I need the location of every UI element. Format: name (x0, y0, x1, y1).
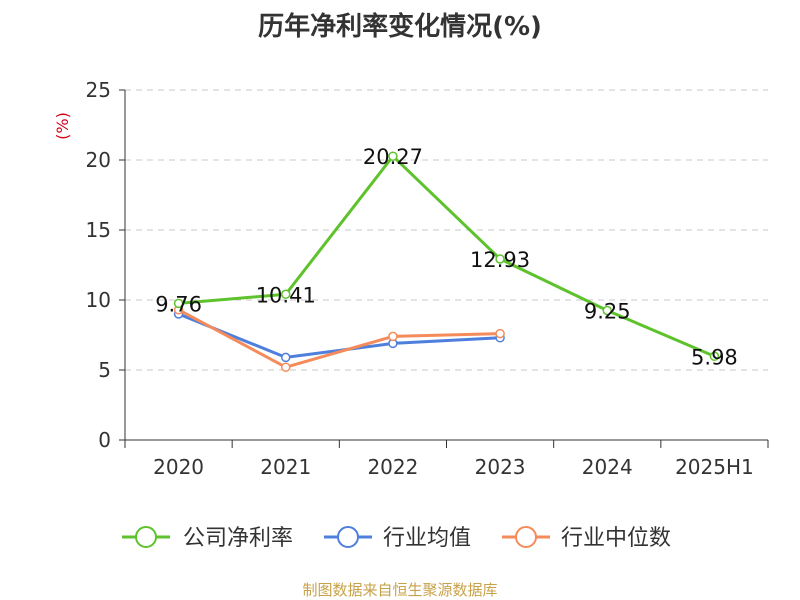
legend-item: 行业均值 (324, 526, 471, 551)
x-tick-label: 2022 (367, 455, 418, 479)
x-tick-label: 2023 (475, 455, 526, 479)
data-point (709, 351, 720, 362)
legend-item: 公司净利率 (122, 526, 293, 551)
data-point (495, 254, 505, 264)
x-tick-label: 2025H1 (675, 455, 754, 479)
legend-marker (515, 526, 537, 548)
data-label: 10.41 (256, 283, 316, 307)
axis-layer: 0 5 10 15 20 25 (%) 2020 2021 2022 2023 2024 2025H1 (53, 78, 769, 479)
data-label: 9.25 (584, 300, 631, 324)
legend-marker (135, 526, 157, 548)
y-tick-label: 5 (98, 358, 111, 382)
x-tick-label: 2024 (582, 455, 633, 479)
y-tick-label: 25 (86, 78, 111, 102)
legend: 公司净利率 行业均值 行业中位数 (122, 526, 671, 551)
legend-label: 公司净利率 (183, 526, 293, 551)
y-axis-label: (%) (53, 112, 72, 140)
data-point (602, 305, 612, 316)
legend-label: 行业中位数 (561, 526, 671, 551)
label-layer: 9.76 10.41 20.27 12.93 9.25 5.98 (155, 145, 738, 369)
series-line (178, 154, 716, 358)
data-label: 12.93 (470, 248, 530, 272)
data-point (281, 289, 291, 300)
data-point (388, 151, 398, 161)
y-tick-label: 0 (98, 428, 111, 452)
series-layer (173, 151, 720, 372)
grid-layer (125, 89, 768, 371)
data-point (281, 362, 291, 372)
x-tick-label: 2021 (260, 455, 311, 479)
data-label: 5.98 (691, 345, 738, 369)
legend-label: 行业均值 (383, 526, 471, 551)
data-point (495, 328, 505, 339)
data-point (173, 298, 184, 309)
data-label: 20.27 (363, 145, 423, 169)
legend-marker (337, 526, 359, 548)
x-tick-label: 2020 (153, 455, 204, 479)
chart-title: 历年净利率变化情况(%) (258, 12, 542, 42)
data-point (388, 331, 398, 342)
data-label: 9.76 (155, 292, 202, 316)
series-line (177, 308, 501, 369)
y-tick-label: 15 (86, 218, 111, 242)
legend-item: 行业中位数 (502, 526, 671, 551)
data-point (281, 352, 291, 363)
source-note: 制图数据来自恒生聚源数据库 (302, 581, 498, 599)
y-tick-label: 10 (86, 288, 111, 312)
y-tick-label: 20 (86, 148, 111, 172)
